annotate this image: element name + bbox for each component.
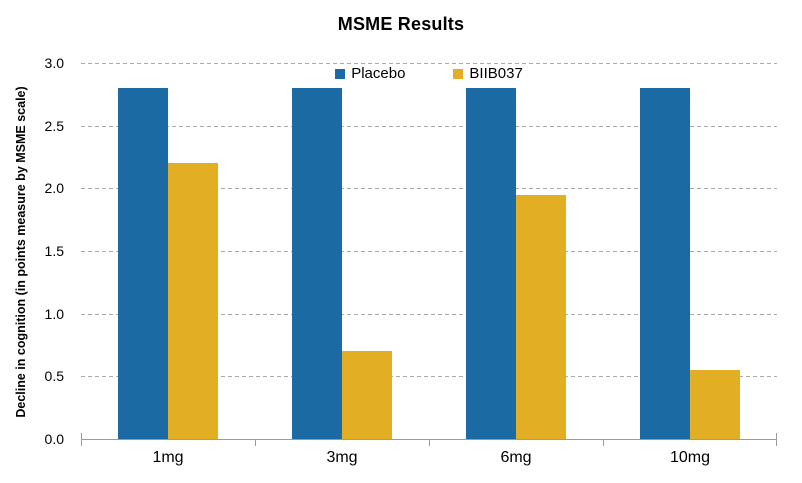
bar-placebo-6mg xyxy=(466,88,516,439)
x-label-1mg: 1mg xyxy=(152,449,184,466)
chart-title: MSME Results xyxy=(337,14,465,34)
y-tick-label-1.0: 1.0 xyxy=(44,305,64,322)
bar-placebo-3mg xyxy=(292,88,342,439)
gridline-2.0 xyxy=(81,188,777,190)
legend: Placebo BIIB037 xyxy=(81,65,777,82)
gridline-1.0 xyxy=(81,313,777,315)
bar-biib037-1mg xyxy=(168,163,218,439)
x-axis-endcap xyxy=(81,433,82,440)
bar-placebo-1mg xyxy=(118,88,168,439)
bar-biib037-10mg xyxy=(690,370,740,439)
x-label-10mg: 10mg xyxy=(669,449,711,466)
plot-area: Placebo BIIB037 xyxy=(81,63,777,446)
legend-item-biib037: BIIB037 xyxy=(453,65,523,82)
legend-label-biib037: BIIB037 xyxy=(469,65,523,82)
x-axis-tick xyxy=(603,440,604,446)
x-axis-tick xyxy=(255,440,256,446)
y-tick-label-0.5: 0.5 xyxy=(44,368,64,385)
y-tick-label-0.0: 0.0 xyxy=(44,431,64,447)
bar-biib037-3mg xyxy=(342,351,392,439)
gridline-2.5 xyxy=(81,125,777,127)
y-tick-label-2.5: 2.5 xyxy=(44,117,64,134)
bar-biib037-6mg xyxy=(516,194,566,439)
y-tick-label-2.0: 2.0 xyxy=(44,180,64,197)
y-tick-label-1.5: 1.5 xyxy=(44,243,64,259)
legend-label-placebo: Placebo xyxy=(351,65,406,82)
gridline-3.0 xyxy=(81,63,777,64)
x-label-3mg: 3mg xyxy=(326,449,358,466)
y-tick-label-3.0: 3.0 xyxy=(44,55,64,71)
bar-placebo-10mg xyxy=(640,88,690,439)
x-axis-line xyxy=(81,439,777,440)
y-axis-tick-labels: 0.0 0.5 1.0 1.5 2.0 2.5 3.0 xyxy=(0,0,64,483)
x-label-6mg: 6mg xyxy=(500,449,532,466)
legend-marker-biib037-icon xyxy=(453,68,464,79)
x-axis-tick xyxy=(429,440,430,446)
x-axis-category-labels: 1mg 3mg 6mg 10mg xyxy=(81,449,777,471)
x-axis-tick xyxy=(81,440,82,446)
x-axis-tick xyxy=(776,440,777,446)
legend-item-placebo: Placebo xyxy=(335,65,405,82)
gridline-0.5 xyxy=(81,376,777,378)
x-axis-endcap xyxy=(776,433,777,440)
legend-marker-placebo-icon xyxy=(335,68,346,79)
gridline-1.5 xyxy=(81,251,777,252)
